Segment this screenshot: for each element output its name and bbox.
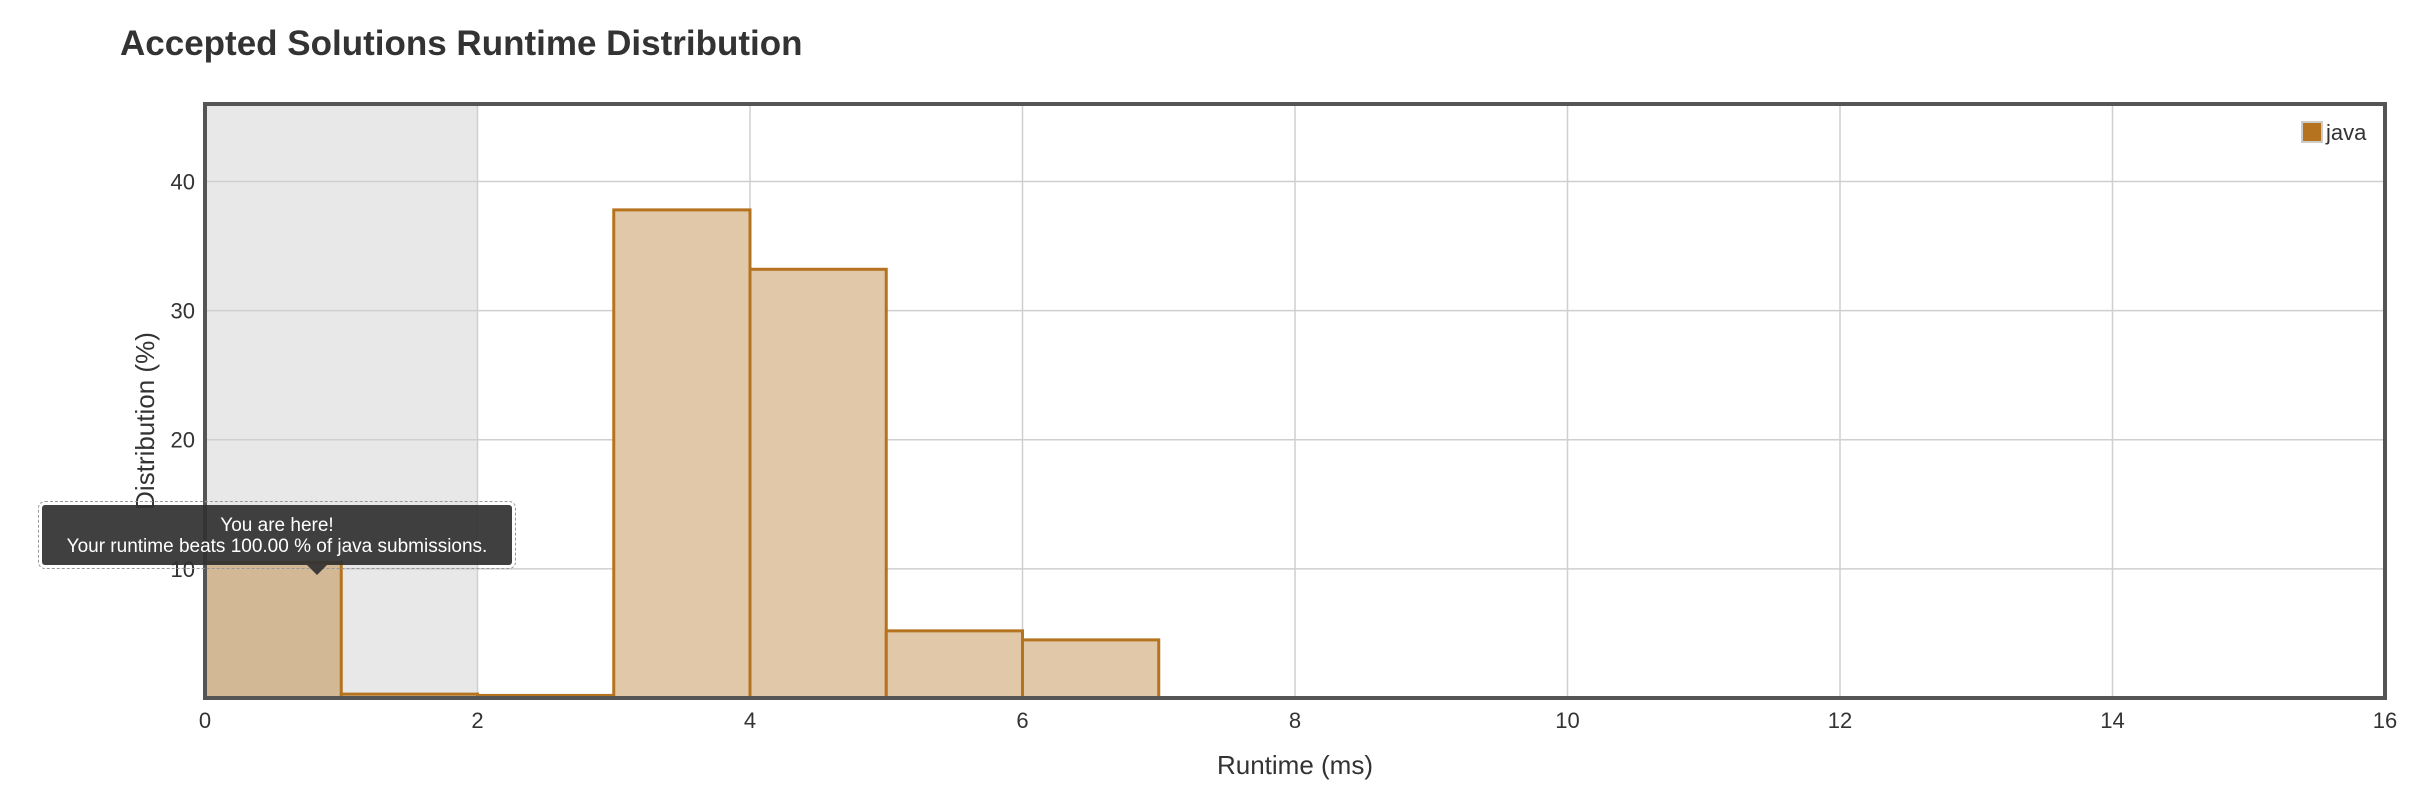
bar-4-5ms[interactable] (748, 267, 888, 700)
bar-3-4ms[interactable] (612, 208, 752, 700)
tooltip-line-2: Your runtime beats 100.00 % of java subm… (66, 536, 488, 557)
x-tick-label-6: 6 (1016, 708, 1028, 733)
y-tick-label-40: 40 (171, 169, 195, 194)
x-axis-title: Runtime (ms) (1217, 750, 1373, 780)
bar-0-1ms[interactable] (203, 560, 343, 700)
grid-lines (205, 104, 2385, 698)
y-axis-title: Distribution (%) (130, 332, 160, 510)
x-tick-label-0: 0 (199, 708, 211, 733)
bars[interactable] (203, 208, 1161, 700)
legend[interactable]: java (2301, 120, 2367, 145)
axes (203, 102, 2387, 700)
x-tick-label-16: 16 (2373, 708, 2397, 733)
y-tick-label-20: 20 (171, 428, 195, 453)
x-tick-label-4: 4 (744, 708, 756, 733)
x-tick-label-14: 14 (2100, 708, 2124, 733)
page-title: Accepted Solutions Runtime Distribution (120, 24, 803, 63)
you-are-here-tooltip: You are here! Your runtime beats 100.00 … (38, 501, 516, 575)
y-tick-label-30: 30 (171, 299, 195, 324)
legend-swatch-java[interactable] (2301, 121, 2323, 143)
x-tick-label-8: 8 (1289, 708, 1301, 733)
bar-6-7ms[interactable] (1021, 638, 1161, 700)
tooltip-line-1: You are here! (220, 515, 334, 536)
tooltip-arrow (307, 565, 327, 575)
plot-border (203, 102, 2387, 700)
legend-label-java[interactable]: java (2325, 120, 2367, 145)
x-tick-label-10: 10 (1555, 708, 1579, 733)
x-tick-label-2: 2 (471, 708, 483, 733)
bar-5-6ms[interactable] (884, 629, 1024, 700)
x-tick-label-12: 12 (1828, 708, 1852, 733)
